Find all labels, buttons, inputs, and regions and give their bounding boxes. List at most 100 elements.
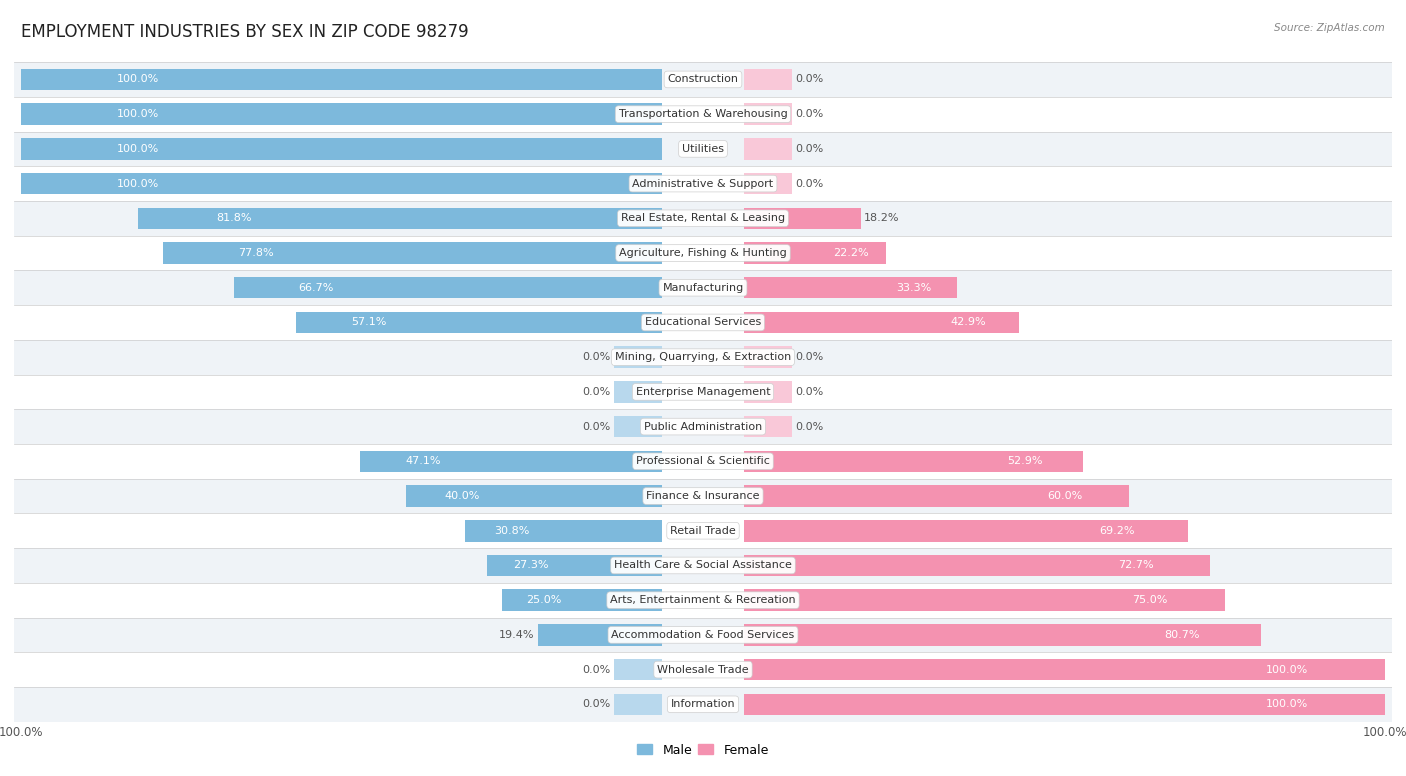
Bar	[163, 242, 662, 264]
Bar	[14, 409, 1392, 444]
Bar	[614, 381, 662, 403]
Bar	[744, 242, 886, 264]
Bar	[14, 444, 1392, 479]
Text: 0.0%: 0.0%	[794, 421, 824, 431]
Bar	[744, 277, 957, 299]
Text: 100.0%: 100.0%	[117, 178, 159, 189]
Bar	[744, 138, 792, 160]
Text: 0.0%: 0.0%	[794, 352, 824, 362]
Text: 81.8%: 81.8%	[217, 213, 252, 223]
Text: Finance & Insurance: Finance & Insurance	[647, 491, 759, 501]
Text: 0.0%: 0.0%	[582, 352, 612, 362]
Bar	[14, 618, 1392, 653]
Text: Construction: Construction	[668, 74, 738, 85]
Bar	[235, 277, 662, 299]
Text: Utilities: Utilities	[682, 144, 724, 154]
Text: 66.7%: 66.7%	[298, 282, 333, 293]
Bar	[405, 485, 662, 507]
Bar	[14, 479, 1392, 514]
Text: 100.0%: 100.0%	[117, 74, 159, 85]
Text: 100.0%: 100.0%	[1265, 664, 1308, 674]
Text: 22.2%: 22.2%	[834, 248, 869, 258]
Bar	[14, 201, 1392, 236]
Text: 47.1%: 47.1%	[405, 456, 441, 466]
Bar	[744, 590, 1225, 611]
Bar	[744, 346, 792, 368]
Bar	[14, 131, 1392, 166]
Bar	[744, 381, 792, 403]
Text: Professional & Scientific: Professional & Scientific	[636, 456, 770, 466]
Text: Transportation & Warehousing: Transportation & Warehousing	[619, 109, 787, 120]
Bar	[744, 520, 1188, 542]
Bar	[744, 103, 792, 125]
Bar	[14, 340, 1392, 375]
Bar	[486, 555, 662, 577]
Text: Source: ZipAtlas.com: Source: ZipAtlas.com	[1274, 23, 1385, 33]
Text: Manufacturing: Manufacturing	[662, 282, 744, 293]
Bar	[14, 375, 1392, 409]
Text: Administrative & Support: Administrative & Support	[633, 178, 773, 189]
Text: Health Care & Social Assistance: Health Care & Social Assistance	[614, 560, 792, 570]
Text: Agriculture, Fishing & Hunting: Agriculture, Fishing & Hunting	[619, 248, 787, 258]
Bar	[744, 173, 792, 194]
Bar	[14, 236, 1392, 270]
Text: Retail Trade: Retail Trade	[671, 526, 735, 535]
Bar	[614, 416, 662, 438]
Text: Mining, Quarrying, & Extraction: Mining, Quarrying, & Extraction	[614, 352, 792, 362]
Bar	[14, 514, 1392, 548]
Text: 0.0%: 0.0%	[794, 178, 824, 189]
Bar	[744, 416, 792, 438]
Bar	[14, 166, 1392, 201]
Text: 0.0%: 0.0%	[794, 144, 824, 154]
Text: 42.9%: 42.9%	[950, 317, 986, 327]
Text: 52.9%: 52.9%	[1007, 456, 1042, 466]
Text: Enterprise Management: Enterprise Management	[636, 387, 770, 397]
Text: 0.0%: 0.0%	[794, 387, 824, 397]
Bar	[14, 305, 1392, 340]
Text: 40.0%: 40.0%	[444, 491, 479, 501]
Text: 30.8%: 30.8%	[494, 526, 530, 535]
Bar	[744, 555, 1211, 577]
Bar	[744, 624, 1261, 646]
Bar	[502, 590, 662, 611]
Bar	[614, 694, 662, 715]
Legend: Male, Female: Male, Female	[633, 739, 773, 761]
Text: 18.2%: 18.2%	[865, 213, 900, 223]
Text: 72.7%: 72.7%	[1119, 560, 1154, 570]
Text: 0.0%: 0.0%	[582, 387, 612, 397]
Bar	[744, 694, 1385, 715]
Text: 0.0%: 0.0%	[582, 664, 612, 674]
Text: 75.0%: 75.0%	[1132, 595, 1167, 605]
Bar	[464, 520, 662, 542]
Bar	[138, 207, 662, 229]
Bar	[21, 138, 662, 160]
Text: 33.3%: 33.3%	[897, 282, 932, 293]
Text: 60.0%: 60.0%	[1047, 491, 1083, 501]
Text: Information: Information	[671, 699, 735, 709]
Bar	[21, 173, 662, 194]
Text: 0.0%: 0.0%	[794, 109, 824, 120]
Bar	[537, 624, 662, 646]
Bar	[14, 583, 1392, 618]
Bar	[744, 485, 1129, 507]
Bar	[295, 312, 662, 333]
Text: 100.0%: 100.0%	[1265, 699, 1308, 709]
Text: Real Estate, Rental & Leasing: Real Estate, Rental & Leasing	[621, 213, 785, 223]
Text: 25.0%: 25.0%	[526, 595, 561, 605]
Bar	[614, 346, 662, 368]
Text: 100.0%: 100.0%	[117, 109, 159, 120]
Text: Accommodation & Food Services: Accommodation & Food Services	[612, 630, 794, 640]
Bar	[744, 312, 1019, 333]
Bar	[360, 451, 662, 472]
Text: 57.1%: 57.1%	[352, 317, 387, 327]
Text: 0.0%: 0.0%	[582, 421, 612, 431]
Text: Arts, Entertainment & Recreation: Arts, Entertainment & Recreation	[610, 595, 796, 605]
Bar	[14, 687, 1392, 722]
Bar	[14, 270, 1392, 305]
Bar	[744, 207, 860, 229]
Text: Wholesale Trade: Wholesale Trade	[657, 664, 749, 674]
Bar	[14, 548, 1392, 583]
Bar	[744, 451, 1083, 472]
Text: 19.4%: 19.4%	[499, 630, 534, 640]
Text: 27.3%: 27.3%	[513, 560, 548, 570]
